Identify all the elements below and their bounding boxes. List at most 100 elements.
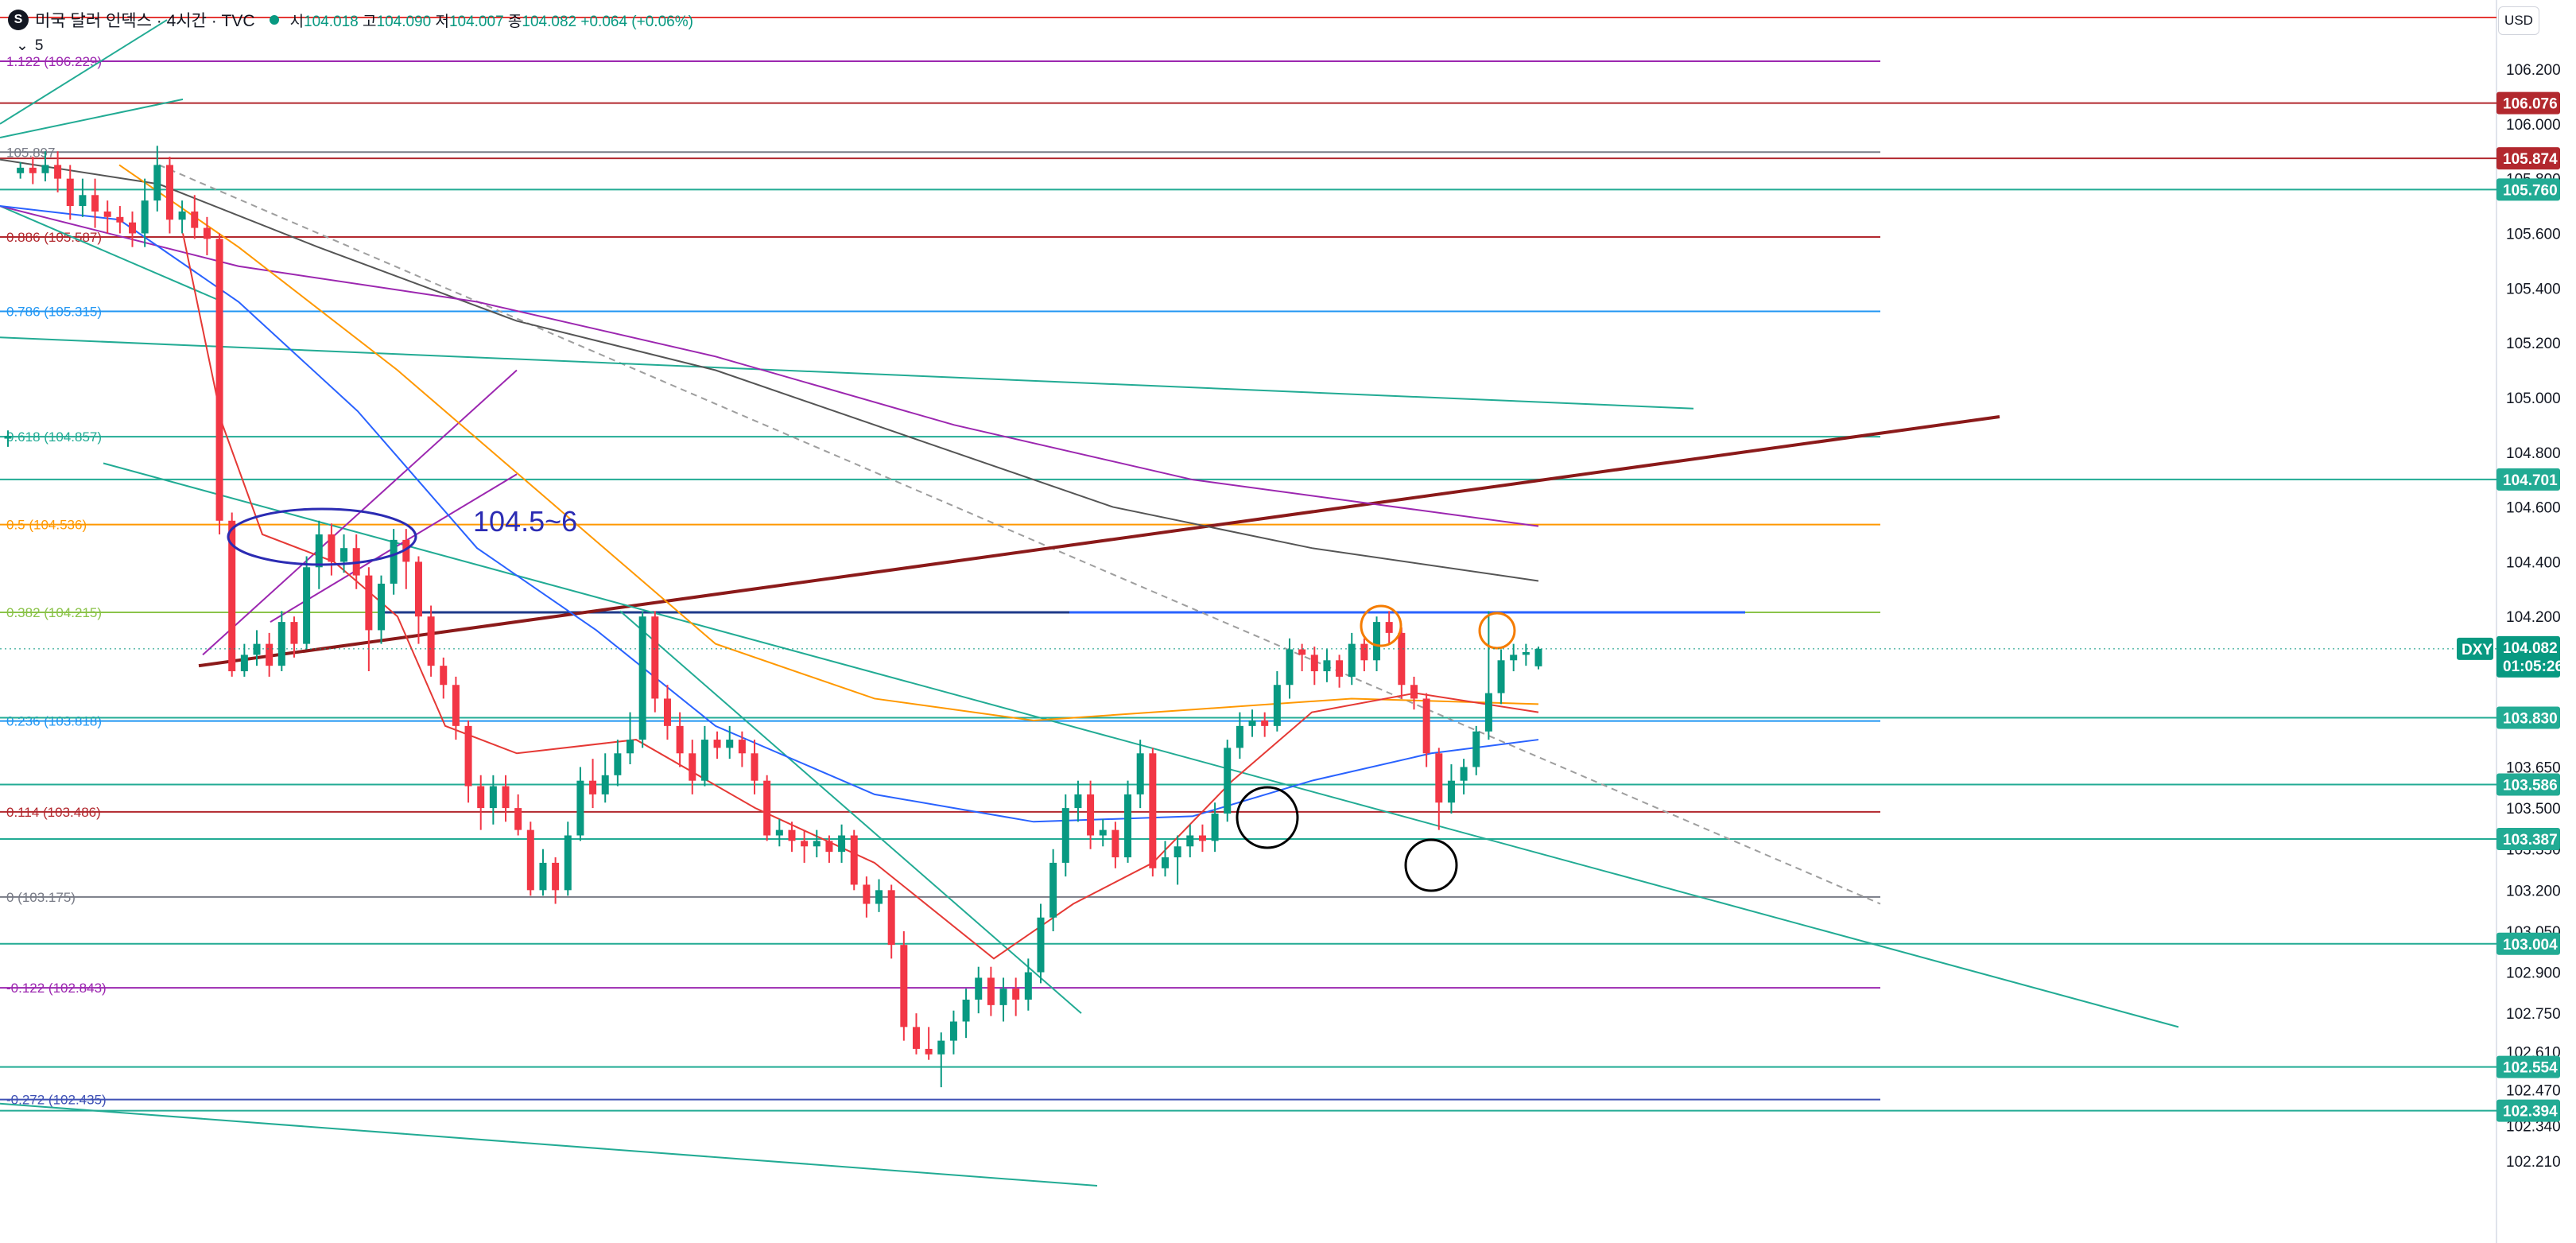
indicator-count: 5 — [34, 37, 44, 54]
candle-body — [875, 890, 883, 904]
y-tick-label: 102.750 — [2506, 1006, 2561, 1023]
candle-body — [452, 685, 460, 726]
candle-body — [1074, 794, 1082, 809]
upper-line-2 — [0, 205, 223, 303]
close-value: 104.082 — [522, 13, 577, 30]
y-tick-label: 106.200 — [2506, 62, 2561, 79]
candle-body — [1136, 753, 1144, 794]
candle-body — [1273, 685, 1281, 726]
candle-body — [738, 740, 746, 754]
currency-button[interactable]: USD — [2498, 6, 2539, 35]
candle-body — [464, 725, 472, 787]
candle-body — [912, 1027, 920, 1049]
fib-level-label: 1.122 (106.229) — [6, 54, 102, 69]
price-tag — [2496, 706, 2560, 729]
candle-body — [1099, 829, 1107, 836]
fib-level-label: 105.897 — [6, 145, 55, 160]
highlight-ellipse — [227, 507, 417, 566]
close-label: 종 — [507, 13, 522, 30]
price-tag — [2496, 1055, 2560, 1078]
y-tick-label: 104.200 — [2506, 609, 2561, 626]
ohlc-values: 시104.018 고104.090 저104.007 종104.082 +0.0… — [290, 10, 693, 31]
price-tag — [2496, 932, 2560, 955]
candle-body — [215, 239, 223, 521]
candle-body — [41, 165, 49, 173]
candle-body — [1510, 655, 1518, 661]
candle-body — [514, 808, 522, 830]
candle-body — [1236, 725, 1243, 748]
candle-body — [999, 989, 1007, 1005]
candle-body — [378, 583, 386, 631]
high-label: 고 — [363, 13, 377, 30]
candle-body — [1111, 829, 1119, 858]
candle-body — [240, 655, 248, 672]
price-tag-label: 102.554 — [2503, 1060, 2558, 1077]
candle-body — [141, 200, 149, 234]
candle-body — [1410, 685, 1418, 699]
touch-circle — [1236, 786, 1299, 849]
candle-body — [502, 786, 510, 809]
candle-body — [1224, 748, 1232, 814]
candle-body — [1323, 660, 1331, 672]
last-price-value: 104.082 — [2503, 640, 2558, 657]
change-value: +0.064 (+0.06%) — [580, 13, 693, 30]
fib-level-label: 0.382 (104.215) — [6, 605, 102, 620]
fib-level-label: 0.618 (104.857) — [6, 429, 102, 445]
candle-body — [129, 222, 137, 234]
candle-body — [1161, 857, 1169, 868]
price-tag — [2496, 178, 2560, 201]
candle-body — [987, 977, 995, 1005]
candle-body — [1385, 622, 1393, 633]
market-status-icon — [269, 15, 279, 25]
candle-body — [340, 548, 348, 562]
y-tick-label: 102.340 — [2506, 1118, 2561, 1135]
candle-body — [1497, 660, 1505, 693]
candle-body — [440, 666, 448, 686]
down-trend-line — [619, 610, 1082, 1014]
fib-level-label: 0 (103.175) — [6, 890, 76, 905]
candle-body — [191, 211, 199, 228]
indicator-toggle[interactable]: ⌄ 5 — [16, 37, 44, 55]
price-tag-label: 104.701 — [2503, 472, 2558, 489]
symbol-title[interactable]: 미국 달러 인덱스 · 4시간 · TVC — [35, 12, 255, 30]
candle-body — [663, 698, 671, 726]
candle-body — [1522, 651, 1530, 655]
price-tag — [2496, 91, 2560, 115]
candle-body — [315, 534, 323, 568]
candle-body — [1472, 731, 1480, 767]
candle-body — [627, 740, 634, 754]
candle-body — [638, 616, 646, 740]
candle-body — [713, 740, 721, 748]
fib-level-label: -0.272 (102.435) — [6, 1093, 107, 1108]
candle-body — [1024, 972, 1032, 1000]
low-value: 104.007 — [448, 13, 504, 30]
candle-body — [153, 165, 161, 201]
candle-body — [825, 841, 833, 853]
candle-body — [1373, 622, 1381, 661]
touch-circle — [1404, 838, 1458, 892]
candle-body — [863, 884, 871, 904]
y-tick-label: 102.210 — [2506, 1154, 2561, 1171]
resistance-touch-circle — [1478, 612, 1516, 650]
candle-body — [1336, 660, 1344, 677]
fib-level-label: 0.886 (105.587) — [6, 230, 102, 245]
chevron-down-icon[interactable]: ⌄ — [16, 37, 29, 54]
countdown-value: 01:05:26 — [2503, 658, 2563, 675]
candle-body — [788, 829, 796, 841]
y-tick-label: 103.650 — [2506, 759, 2561, 776]
candle-body — [1211, 813, 1219, 841]
y-tick-label: 102.470 — [2506, 1083, 2561, 1100]
symbol-icon[interactable]: S — [8, 10, 29, 30]
candle-body — [726, 740, 734, 748]
candle-body — [17, 167, 25, 173]
candle-body — [1484, 693, 1492, 732]
candle-body — [975, 977, 983, 1000]
upper-line — [0, 98, 184, 139]
candle-body — [838, 835, 846, 853]
candle-body — [365, 575, 373, 631]
price-tag-label: 106.076 — [2503, 96, 2558, 113]
dashed-trendline — [158, 164, 1881, 905]
candle-body — [614, 753, 622, 775]
candle-body — [1198, 835, 1206, 841]
